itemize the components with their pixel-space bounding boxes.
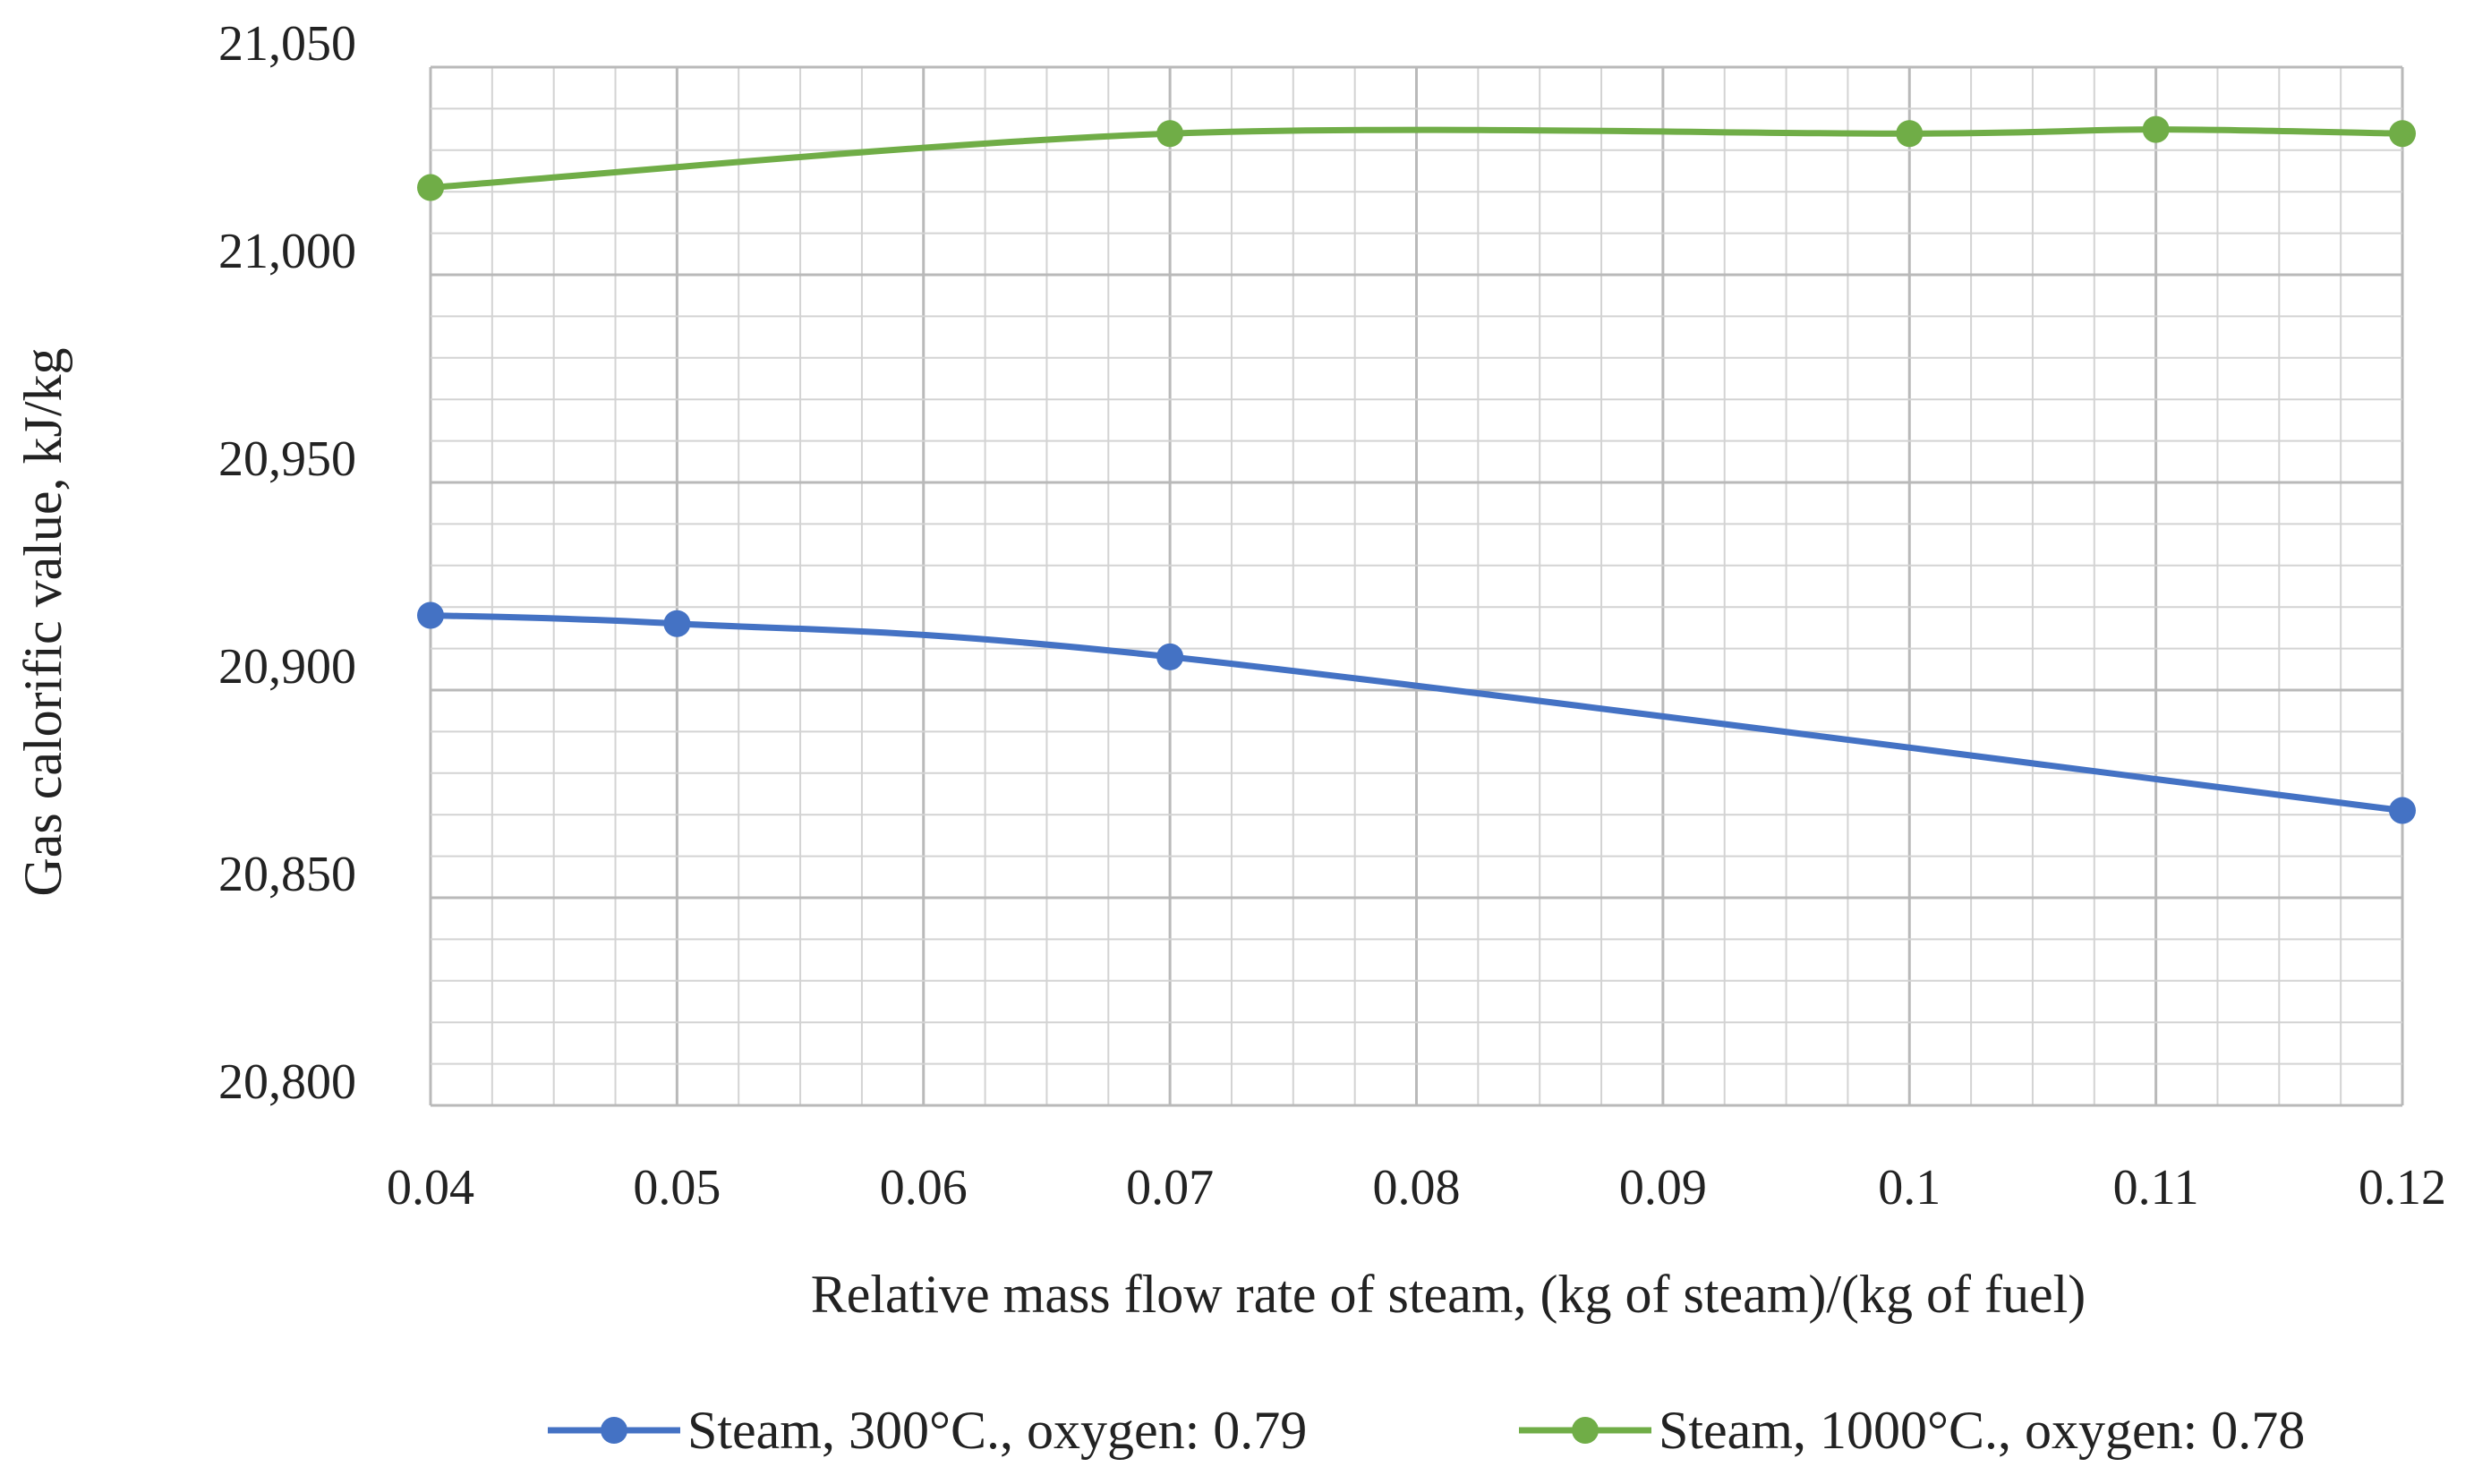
legend-swatch-marker	[601, 1417, 627, 1444]
series-2	[417, 115, 2416, 201]
legend-item: Steam, 300°C., oxygen: 0.79	[548, 1401, 1307, 1460]
series-1	[417, 601, 2416, 824]
legend-label: Steam, 300°C., oxygen: 0.79	[687, 1401, 1307, 1460]
y-tick-label: 20,850	[218, 847, 356, 902]
legend-item: Steam, 1000°C., oxygen: 0.78	[1519, 1401, 2305, 1460]
legend-label: Steam, 1000°C., oxygen: 0.78	[1659, 1401, 2305, 1460]
data-point	[417, 601, 444, 629]
x-tick-label: 0.09	[1619, 1160, 1707, 1215]
x-tick-label: 0.07	[1126, 1160, 1214, 1215]
x-axis-ticks: 0.04 0.05 0.06 0.07 0.08 0.09 0.1 0.11 0.12	[387, 1160, 2446, 1215]
data-point	[2389, 797, 2416, 824]
data-point	[1156, 120, 1184, 148]
y-axis-ticks: 20,800 20,850 20,900 20,950 21,000 21,050	[218, 16, 356, 1110]
x-tick-label: 0.1	[1878, 1160, 1941, 1215]
x-tick-label: 0.08	[1373, 1160, 1461, 1215]
x-tick-label: 0.06	[880, 1160, 968, 1215]
data-point	[2389, 120, 2416, 148]
legend: Steam, 300°C., oxygen: 0.79 Steam, 1000°C…	[548, 1401, 2305, 1460]
data-point	[1156, 643, 1184, 670]
data-point	[663, 610, 691, 637]
series-group	[417, 115, 2416, 824]
grid	[429, 65, 2404, 1107]
x-tick-label: 0.11	[2113, 1160, 2199, 1215]
y-tick-label: 20,900	[218, 639, 356, 695]
y-tick-label: 20,950	[218, 431, 356, 487]
y-tick-label: 21,050	[218, 16, 356, 72]
legend-swatch-marker	[1572, 1417, 1599, 1444]
data-point	[1896, 120, 1924, 148]
series-line	[427, 126, 2406, 192]
x-tick-label: 0.04	[387, 1160, 474, 1215]
y-axis-label: Gas calorific value, kJ/kg	[13, 347, 73, 896]
y-tick-label: 21,000	[218, 224, 356, 279]
data-point	[417, 174, 444, 201]
x-tick-label: 0.05	[633, 1160, 721, 1215]
y-tick-label: 20,800	[218, 1054, 356, 1110]
data-point	[2142, 115, 2170, 143]
series-line	[427, 611, 2406, 814]
x-tick-label: 0.12	[2359, 1160, 2446, 1215]
x-axis-label: Relative mass flow rate of steam, (kg of…	[811, 1265, 2086, 1324]
